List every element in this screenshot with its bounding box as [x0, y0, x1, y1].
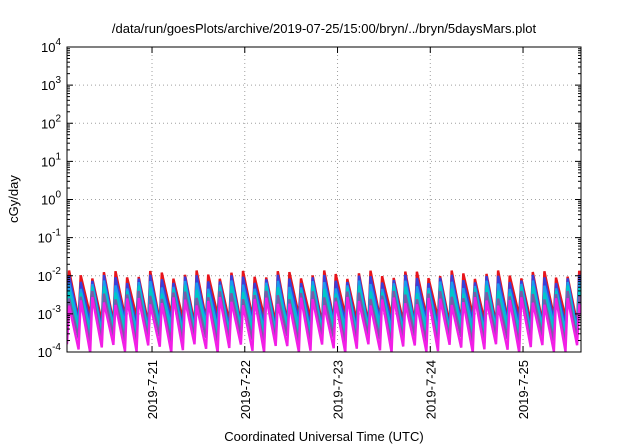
y-tick-exponent: -2 [52, 266, 61, 277]
y-tick-exponent: 2 [55, 113, 61, 124]
series-lines [67, 270, 581, 352]
y-tick-base: 10 [41, 40, 55, 55]
y-tick-label: 10-2 [38, 266, 62, 284]
x-axis-label: Coordinated Universal Time (UTC) [224, 429, 423, 444]
y-tick-label: 103 [41, 75, 61, 93]
series-line [67, 296, 581, 352]
y-tick-label: 101 [41, 151, 61, 169]
y-tick-exponent: -1 [52, 228, 61, 239]
y-axis-label: cGy/day [6, 175, 21, 223]
y-tick-base: 10 [38, 307, 52, 322]
y-tick-label: 104 [41, 37, 61, 55]
y-tick-label: 102 [41, 113, 61, 131]
y-tick-base: 10 [41, 78, 55, 93]
y-tick-label: 10-1 [38, 228, 62, 246]
x-tick-label: 2019-7-25 [516, 360, 531, 419]
y-tick-exponent: 4 [55, 37, 61, 48]
y-tick-base: 10 [38, 231, 52, 246]
y-tick-base: 10 [41, 193, 55, 208]
y-tick-exponent: 3 [55, 75, 61, 86]
y-tick-base: 10 [41, 116, 55, 131]
x-tick-label: 2019-7-21 [145, 360, 160, 419]
y-tick-exponent: 1 [55, 151, 61, 162]
y-tick-label: 10-4 [38, 342, 62, 360]
x-tick-label: 2019-7-24 [423, 360, 438, 419]
x-tick-label: 2019-7-23 [331, 360, 346, 419]
y-tick-base: 10 [38, 345, 52, 360]
x-ticks: 2019-7-21 2019-7-22 2019-7-23 2019-7-24 2019… [145, 47, 531, 419]
y-tick-label: 100 [41, 190, 61, 208]
y-tick-exponent: -4 [52, 342, 61, 353]
y-tick-base: 10 [41, 154, 55, 169]
y-tick-base: 10 [38, 269, 52, 284]
y-tick-exponent: 0 [55, 190, 61, 201]
y-tick-exponent: -3 [52, 304, 61, 315]
chart-title: /data/run/goesPlots/archive/2019-07-25/1… [112, 21, 537, 36]
x-tick-label: 2019-7-22 [238, 360, 253, 419]
y-tick-label: 10-3 [38, 304, 62, 322]
